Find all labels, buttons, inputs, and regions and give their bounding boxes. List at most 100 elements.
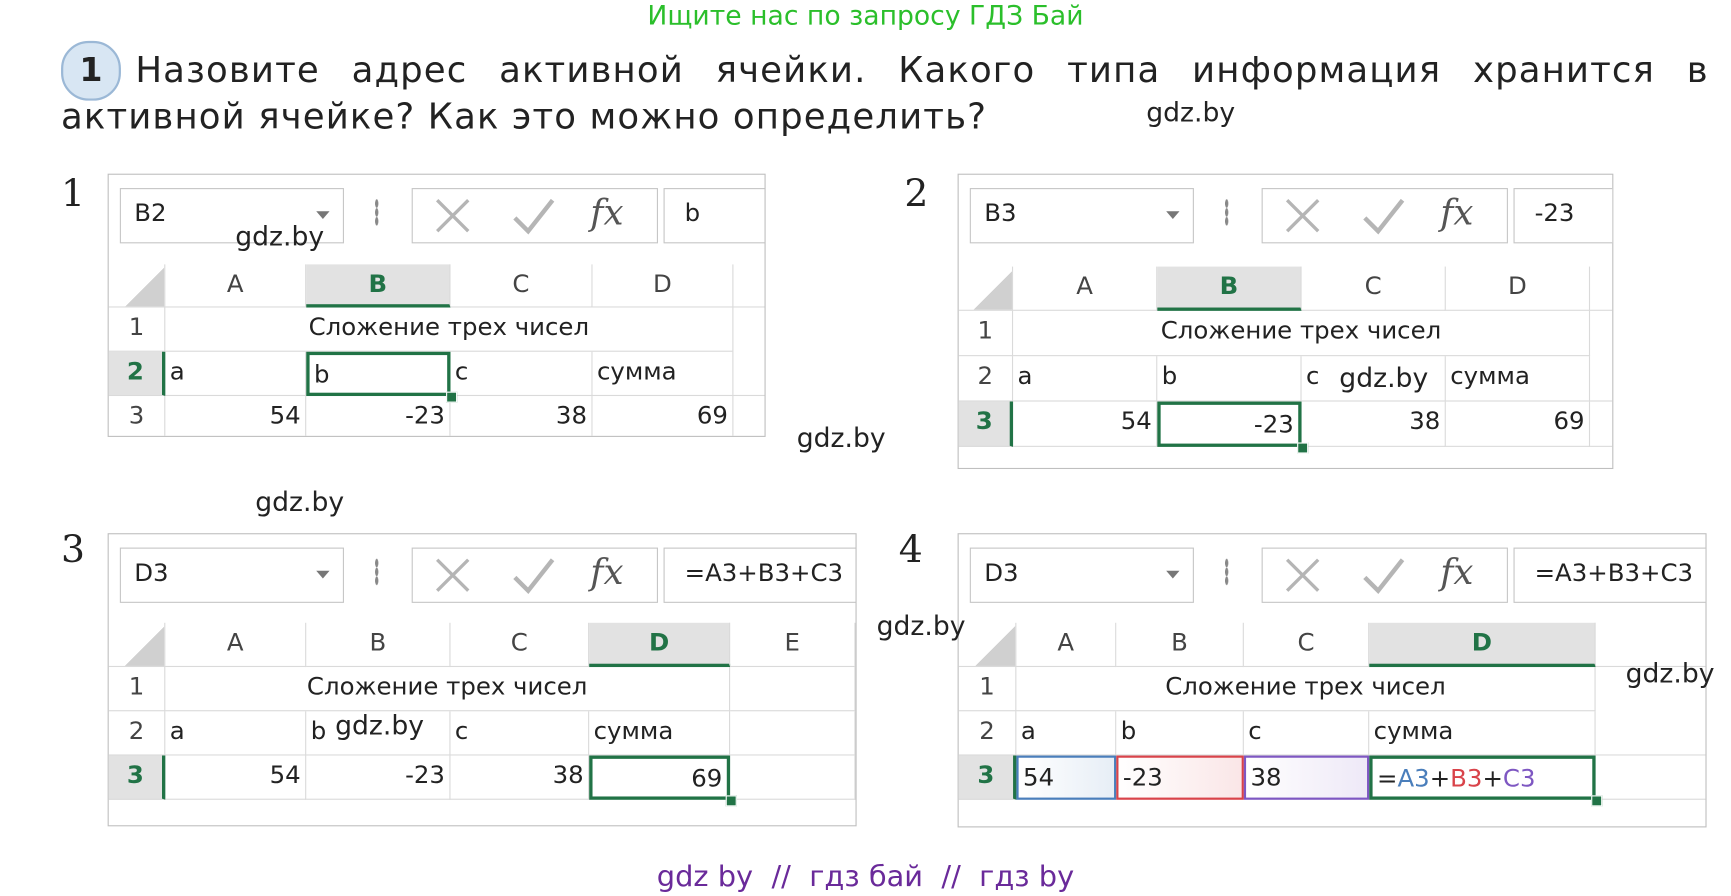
row-header: 1 — [958, 667, 1017, 712]
column-header: C — [1243, 622, 1370, 668]
column-header: D — [1369, 622, 1596, 668]
question-text: Назовите адрес активной ячейки. Какого т… — [61, 48, 1709, 138]
cell — [733, 352, 765, 397]
cancel-icon — [436, 199, 470, 233]
row-header: 3 — [958, 755, 1017, 800]
row-header: 1 — [958, 310, 1014, 357]
column-header: A — [165, 264, 307, 308]
cancel-icon — [436, 558, 470, 592]
enter-icon — [1363, 198, 1405, 235]
cell: c — [450, 711, 590, 756]
watermark: gdz.by — [1625, 658, 1715, 690]
formula-part: + — [1482, 765, 1503, 794]
cell: c — [1301, 356, 1446, 402]
cell: -23 — [1116, 755, 1244, 800]
formula-icons — [1285, 198, 1405, 235]
cell: 69 — [589, 755, 731, 800]
column-header: A — [1016, 622, 1117, 668]
filler — [856, 623, 857, 667]
row-header: 1 — [108, 667, 166, 712]
fx-icon: fx — [590, 191, 624, 234]
cell — [856, 711, 857, 755]
panel-label: 1 — [61, 171, 86, 216]
name-box: D3 — [969, 547, 1194, 603]
cell: c — [450, 351, 593, 397]
cell — [1590, 356, 1613, 402]
spreadsheet: D3 fx =A3+B3+C3 A B C D 1 Сложение трех чисел 2 a b… — [957, 533, 1707, 828]
row-header: 1 — [108, 307, 166, 352]
dropdown-arrow — [1166, 570, 1180, 579]
formula-box: =A3+B3+C3 — [1513, 547, 1706, 603]
fill-handle — [1297, 442, 1309, 454]
separator-dots — [375, 558, 379, 586]
cell: b — [1157, 356, 1302, 402]
cell: 38 — [450, 755, 590, 800]
fill-handle — [1591, 795, 1603, 807]
cell: 38 — [1301, 401, 1446, 447]
filler — [733, 264, 765, 308]
name-box-text: D3 — [134, 559, 169, 588]
watermark: gdz.by — [255, 486, 345, 518]
column-header: D — [589, 622, 731, 668]
cell — [730, 667, 856, 712]
column-header: A — [1013, 266, 1158, 311]
filler — [1590, 267, 1613, 311]
corner — [108, 264, 166, 308]
column-header: C — [450, 622, 590, 668]
enter-icon — [513, 558, 555, 595]
cell: b — [1116, 711, 1244, 756]
watermark: gdz.by — [1339, 362, 1429, 394]
corner — [108, 622, 166, 668]
cell: -23 — [1157, 401, 1302, 447]
watermark: gdz.by — [876, 610, 966, 642]
column-header: C — [450, 264, 593, 308]
enter-icon — [513, 198, 555, 235]
watermark: gdz.by — [235, 221, 325, 253]
dropdown-arrow — [1166, 211, 1180, 220]
cell: a — [165, 711, 307, 756]
formula-icons — [436, 198, 555, 235]
row-header: 3 — [108, 755, 166, 800]
formula-text: =A3+B3+C3 — [1534, 559, 1694, 588]
cell — [1595, 756, 1706, 800]
formula-buttons: fx — [411, 188, 658, 244]
column-header: A — [165, 622, 307, 668]
merged-cell: Сложение трех чисел — [165, 667, 731, 712]
formula-buttons: fx — [411, 547, 658, 603]
name-box-text: D3 — [984, 559, 1019, 588]
separator-dots — [375, 199, 379, 226]
cell — [730, 711, 856, 756]
cell: 38 — [1243, 755, 1370, 800]
panel-label: 3 — [61, 527, 86, 572]
dropdown-arrow — [316, 211, 330, 220]
cell: 69 — [1445, 401, 1591, 447]
cell: 54 — [165, 396, 307, 436]
formula-icons — [436, 558, 555, 595]
formula-icons — [1285, 558, 1405, 595]
cell: c — [1243, 711, 1370, 756]
formula-text: -23 — [1534, 200, 1575, 228]
merged-cell: Сложение трех чисел — [1013, 310, 1591, 357]
cell: a — [1013, 356, 1158, 402]
filler — [1595, 623, 1706, 668]
cell — [730, 755, 856, 800]
cell: -23 — [306, 396, 451, 436]
merged-cell: Сложение трех чисел — [1016, 667, 1596, 712]
formula-text: b — [684, 200, 701, 228]
fill-handle — [725, 795, 737, 807]
name-box: B2 — [119, 188, 344, 244]
cell: 69 — [593, 396, 734, 436]
cell: сумма — [592, 351, 734, 397]
column-header: E — [730, 622, 856, 668]
merged-cell: Сложение трех чисел — [165, 307, 734, 352]
formula-part: B3 — [1450, 765, 1483, 794]
separator-dots — [1224, 558, 1229, 586]
spreadsheet: D3 fx =A3+B3+C3 A B C D E 1 Сложение трех чисел 2 a… — [107, 533, 857, 827]
column-header: B — [306, 622, 451, 668]
cell: 38 — [450, 396, 593, 436]
corner — [958, 266, 1014, 311]
watermark: gdz.by — [1146, 97, 1236, 129]
cell: =A3+B3+C3 — [1369, 755, 1596, 800]
row-header: 3 — [958, 401, 1014, 447]
cell: b — [306, 711, 451, 756]
